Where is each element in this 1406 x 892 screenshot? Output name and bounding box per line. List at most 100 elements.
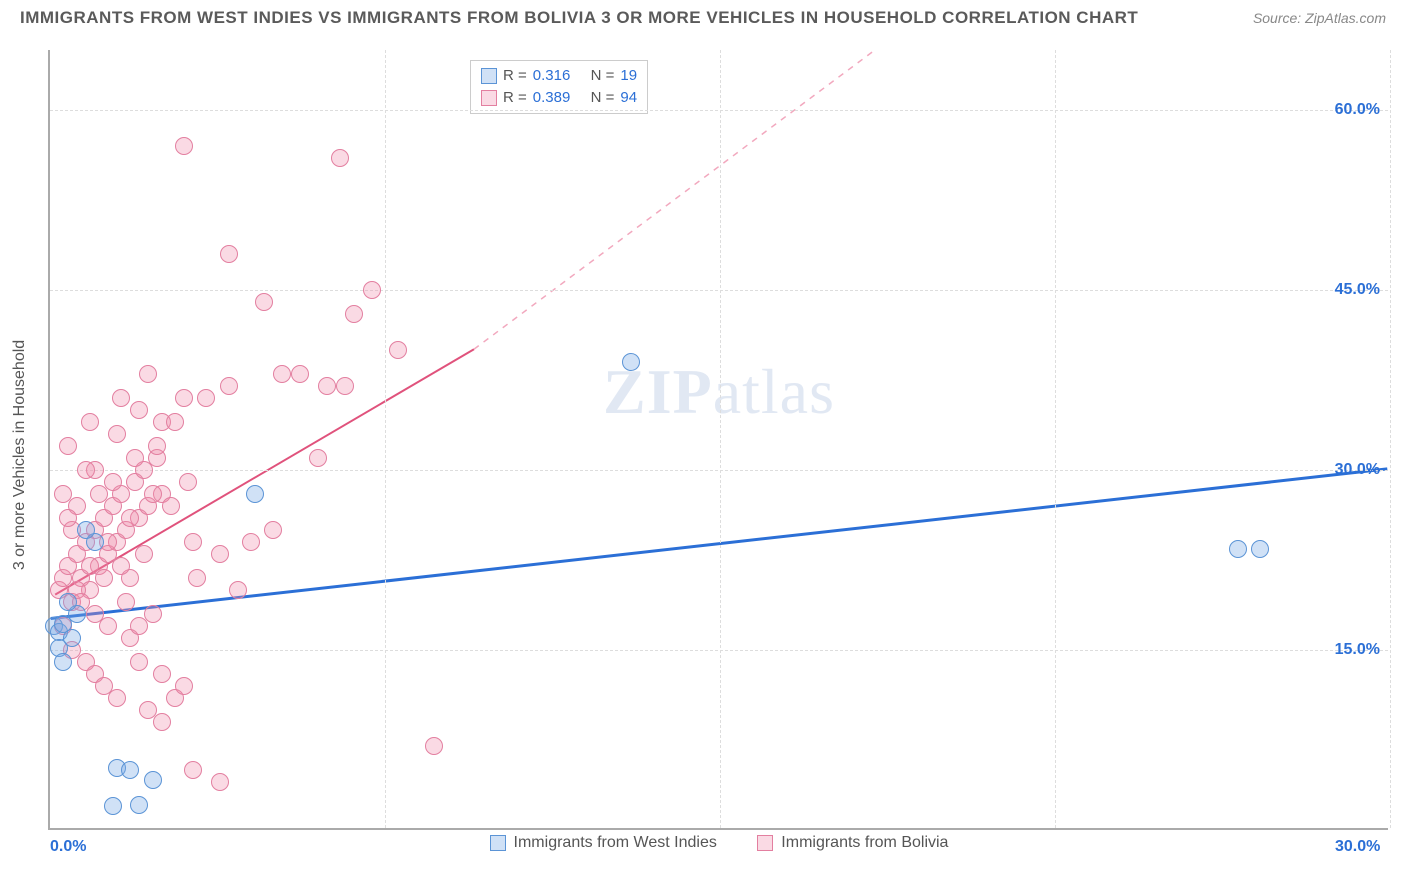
correlation-legend: R = 0.316 N = 19 R = 0.389 N = 94 xyxy=(470,60,648,114)
data-point-bolivia xyxy=(389,341,407,359)
data-point-bolivia xyxy=(130,401,148,419)
data-point-bolivia xyxy=(148,437,166,455)
r-value-west-indies: 0.316 xyxy=(533,65,571,87)
data-point-bolivia xyxy=(99,617,117,635)
data-point-bolivia xyxy=(130,653,148,671)
y-tick-label: 30.0% xyxy=(1335,461,1380,479)
swatch-bolivia-icon xyxy=(757,835,773,851)
data-point-west-indies xyxy=(1229,540,1247,558)
data-point-bolivia xyxy=(425,737,443,755)
data-point-bolivia xyxy=(166,413,184,431)
plot-region: ZIPatlas R = 0.316 N = 19 R = 0.389 N = … xyxy=(48,50,1388,830)
data-point-west-indies xyxy=(144,771,162,789)
legend-item-west-indies: Immigrants from West Indies xyxy=(490,834,717,852)
legend-label-west-indies: Immigrants from West Indies xyxy=(514,834,717,852)
data-point-bolivia xyxy=(135,545,153,563)
r-label: R = xyxy=(503,87,527,109)
data-point-west-indies xyxy=(104,797,122,815)
hgrid-line xyxy=(50,470,1388,471)
data-point-bolivia xyxy=(175,137,193,155)
corr-row-west-indies: R = 0.316 N = 19 xyxy=(481,65,637,87)
data-point-bolivia xyxy=(175,389,193,407)
vgrid-line xyxy=(385,50,386,828)
r-value-bolivia: 0.389 xyxy=(533,87,571,109)
n-label: N = xyxy=(591,87,615,109)
data-point-bolivia xyxy=(336,377,354,395)
data-point-bolivia xyxy=(242,533,260,551)
data-point-bolivia xyxy=(81,557,99,575)
x-tick-label: 30.0% xyxy=(1335,838,1380,856)
watermark-zip: ZIP xyxy=(603,356,713,427)
x-tick-label: 0.0% xyxy=(50,838,86,856)
data-point-bolivia xyxy=(77,461,95,479)
chart-header: IMMIGRANTS FROM WEST INDIES VS IMMIGRANT… xyxy=(0,0,1406,32)
chart-area: ZIPatlas R = 0.316 N = 19 R = 0.389 N = … xyxy=(48,50,1388,860)
data-point-bolivia xyxy=(59,437,77,455)
data-point-west-indies xyxy=(1251,540,1269,558)
data-point-bolivia xyxy=(81,413,99,431)
data-point-bolivia xyxy=(264,521,282,539)
data-point-west-indies xyxy=(130,796,148,814)
data-point-bolivia xyxy=(273,365,291,383)
data-point-west-indies xyxy=(59,593,77,611)
data-point-bolivia xyxy=(220,377,238,395)
vgrid-line xyxy=(1390,50,1391,828)
data-point-bolivia xyxy=(108,425,126,443)
n-value-bolivia: 94 xyxy=(620,87,637,109)
source-attribution: Source: ZipAtlas.com xyxy=(1253,10,1386,26)
data-point-bolivia xyxy=(112,557,130,575)
trend-svg xyxy=(50,50,1388,828)
data-point-bolivia xyxy=(188,569,206,587)
source-value: ZipAtlas.com xyxy=(1305,10,1386,26)
legend-label-bolivia: Immigrants from Bolivia xyxy=(781,834,948,852)
n-label: N = xyxy=(591,65,615,87)
data-point-bolivia xyxy=(153,713,171,731)
swatch-bolivia xyxy=(481,90,497,106)
data-point-bolivia xyxy=(144,485,162,503)
source-label: Source: xyxy=(1253,10,1301,26)
legend-item-bolivia: Immigrants from Bolivia xyxy=(757,834,948,852)
data-point-bolivia xyxy=(345,305,363,323)
data-point-bolivia xyxy=(211,773,229,791)
data-point-bolivia xyxy=(162,497,180,515)
data-point-west-indies xyxy=(54,653,72,671)
n-value-west-indies: 19 xyxy=(620,65,637,87)
data-point-bolivia xyxy=(184,533,202,551)
data-point-bolivia xyxy=(126,449,144,467)
vgrid-line xyxy=(1055,50,1056,828)
chart-title: IMMIGRANTS FROM WEST INDIES VS IMMIGRANT… xyxy=(20,8,1138,28)
data-point-bolivia xyxy=(59,509,77,527)
data-point-bolivia xyxy=(104,473,122,491)
data-point-bolivia xyxy=(363,281,381,299)
data-point-bolivia xyxy=(121,509,139,527)
data-point-bolivia xyxy=(229,581,247,599)
data-point-bolivia xyxy=(95,569,113,587)
swatch-west-indies xyxy=(481,68,497,84)
data-point-bolivia xyxy=(211,545,229,563)
hgrid-line xyxy=(50,290,1388,291)
data-point-bolivia xyxy=(220,245,238,263)
data-point-west-indies xyxy=(622,353,640,371)
data-point-bolivia xyxy=(184,761,202,779)
vgrid-line xyxy=(720,50,721,828)
data-point-bolivia xyxy=(139,365,157,383)
data-point-bolivia xyxy=(153,665,171,683)
y-tick-label: 15.0% xyxy=(1335,641,1380,659)
swatch-west-indies-icon xyxy=(490,835,506,851)
data-point-bolivia xyxy=(130,617,148,635)
r-label: R = xyxy=(503,65,527,87)
data-point-bolivia xyxy=(108,689,126,707)
data-point-west-indies xyxy=(246,485,264,503)
data-point-bolivia xyxy=(179,473,197,491)
data-point-west-indies xyxy=(63,629,81,647)
y-tick-label: 45.0% xyxy=(1335,281,1380,299)
corr-row-bolivia: R = 0.389 N = 94 xyxy=(481,87,637,109)
data-point-bolivia xyxy=(112,389,130,407)
data-point-bolivia xyxy=(175,677,193,695)
data-point-west-indies xyxy=(77,521,95,539)
data-point-bolivia xyxy=(331,149,349,167)
data-point-bolivia xyxy=(309,449,327,467)
data-point-bolivia xyxy=(117,593,135,611)
data-point-bolivia xyxy=(318,377,336,395)
data-point-bolivia xyxy=(255,293,273,311)
